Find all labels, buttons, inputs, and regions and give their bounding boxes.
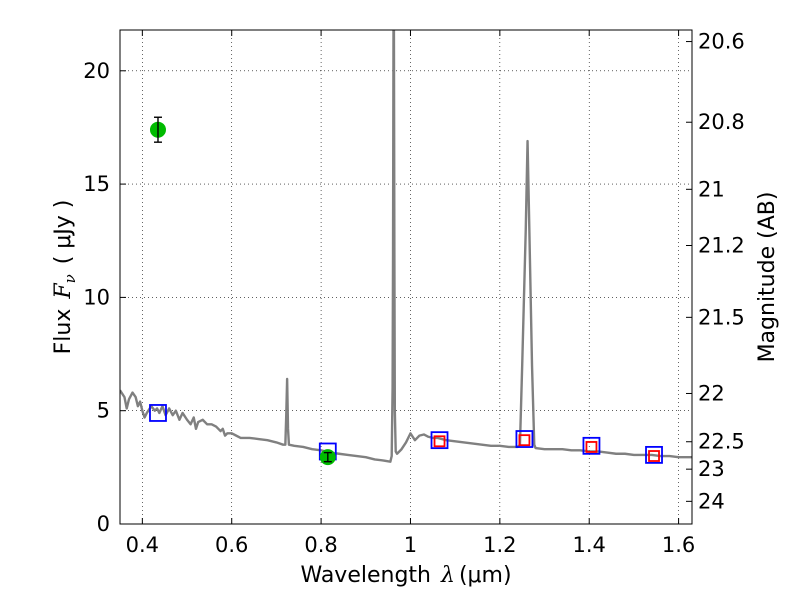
x-tick-label: 0.4 (126, 533, 159, 557)
y2-tick-label: 21.5 (698, 305, 745, 329)
y2-tick-label: 22 (698, 381, 725, 405)
spectrum-layer (120, 30, 692, 463)
y-tick-label: 0 (97, 512, 110, 536)
observed-photometry-marker (648, 450, 660, 462)
x-axis-ticks: 0.4 0.6 0.8 1 1.2 1.4 1.6 (126, 30, 695, 557)
model-photometry-marker (149, 404, 167, 422)
model-photometry-marker (582, 436, 601, 455)
y-axis-ticks: 0 5 10 15 20 (83, 59, 126, 536)
y2-tick-label: 24 (698, 489, 725, 513)
plot-frame (119, 29, 693, 525)
y2-tick-label: 20.6 (698, 30, 745, 54)
observed-photometry-marker (433, 435, 446, 448)
y-tick-label: 10 (83, 285, 110, 309)
y2-tick-label: 21 (698, 177, 725, 201)
model-photometry-marker (515, 430, 534, 448)
spectrum-line (120, 30, 692, 463)
x-tick-label: 1.4 (573, 533, 606, 557)
y2-tick-label: 23 (698, 457, 725, 481)
x-tick-label: 1.2 (483, 533, 516, 557)
model-photometry-marker (645, 445, 663, 464)
model-photometry-marker (430, 431, 449, 450)
y-tick-label: 5 (97, 399, 110, 423)
y2-tick-label: 22.5 (698, 430, 745, 454)
y2-tick-label: 20.8 (698, 110, 745, 134)
x-axis-label: Wavelength λ (μm) (300, 563, 511, 588)
marker-layer (149, 116, 663, 466)
y2-axis-label: Magnitude (AB) (755, 192, 780, 363)
y-tick-label: 15 (83, 172, 110, 196)
x-tick-label: 1.6 (662, 533, 695, 557)
y-tick-label: 20 (83, 59, 110, 83)
observed-photometry-marker (518, 434, 531, 447)
y2-axis-ticks: 20.6 20.8 21 21.2 21.5 22 22.5 23 24 (686, 30, 745, 513)
x-tick-label: 0.8 (304, 533, 337, 557)
y-axis-label: FluxFν( μJy ) (51, 200, 79, 355)
x-tick-label: 1 (404, 533, 417, 557)
observed-photometry-marker (585, 441, 598, 453)
y2-tick-label: 21.2 (698, 234, 745, 258)
x-tick-label: 0.6 (215, 533, 248, 557)
